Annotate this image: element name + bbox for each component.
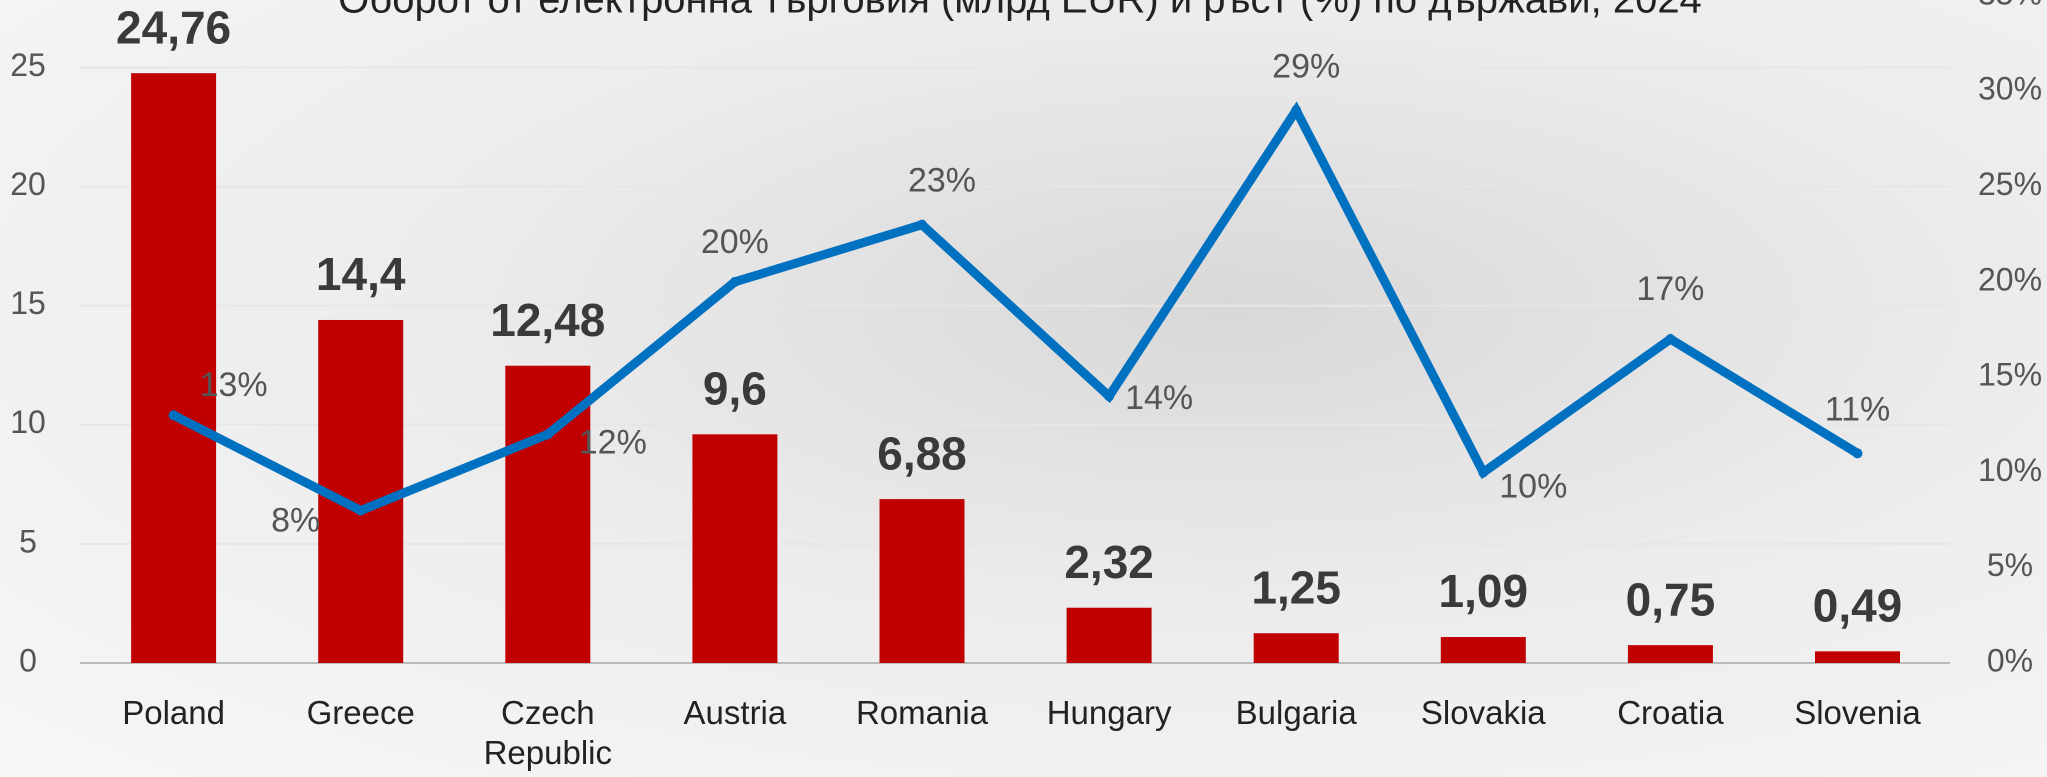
bar-value-label: 6,88	[877, 427, 967, 479]
line-point	[1291, 105, 1301, 115]
line-value-label: 8%	[271, 502, 320, 540]
y2-tick-label: 10%	[1978, 452, 2042, 488]
bar-value-label: 14,4	[316, 248, 406, 300]
y-tick-label: 10	[10, 404, 46, 440]
y-tick-label: 0	[19, 642, 37, 678]
bar-value-label: 1,25	[1251, 561, 1341, 613]
x-tick-label: Bulgaria	[1211, 693, 1381, 733]
line-value-label: 20%	[701, 223, 769, 261]
x-tick-label: Greece	[276, 693, 446, 733]
y2-tick-label: 25%	[1978, 166, 2042, 202]
line-point	[356, 506, 366, 516]
bar-value-label: 0,75	[1626, 573, 1716, 625]
y2-tick-label: 0%	[1987, 642, 2033, 678]
line-point	[730, 277, 740, 287]
y2-tick-label: 35%	[1978, 0, 2042, 11]
line-point	[169, 410, 179, 420]
y2-tick-label: 15%	[1978, 357, 2042, 393]
x-tick-label: Austria	[650, 693, 820, 733]
y-tick-label: 20	[10, 166, 46, 202]
x-tick-label: Romania	[837, 693, 1007, 733]
y-tick-label: 15	[10, 285, 46, 321]
line-value-label: 17%	[1636, 270, 1704, 308]
x-tick-label: Slovenia	[1773, 693, 1943, 733]
bar-value-label: 24,76	[116, 1, 231, 53]
line-value-label: 29%	[1272, 47, 1340, 85]
line-value-label: 13%	[200, 366, 268, 404]
line-value-label: 11%	[1825, 390, 1891, 428]
line-point	[917, 220, 927, 230]
y-tick-label: 25	[10, 47, 46, 83]
line-point	[1478, 467, 1488, 477]
line-point	[543, 429, 553, 439]
bar	[1815, 651, 1900, 663]
bar	[1067, 608, 1152, 663]
line-value-label: 10%	[1499, 467, 1567, 505]
bar-value-label: 1,09	[1439, 565, 1529, 617]
chart-svg: Оборот от електронна търговия (млрд EUR)…	[0, 0, 2047, 777]
line-value-label: 12%	[579, 423, 647, 461]
bar	[1254, 633, 1339, 663]
x-tick-label: Hungary	[1024, 693, 1194, 733]
y2-tick-label: 30%	[1978, 71, 2042, 107]
bar	[880, 499, 965, 663]
bar-value-label: 0,49	[1813, 579, 1903, 631]
chart: Оборот от електронна търговия (млрд EUR)…	[0, 0, 2047, 777]
bar	[692, 434, 777, 663]
bar-value-label: 12,48	[490, 294, 605, 346]
y2-tick-label: 5%	[1987, 547, 2033, 583]
y2-tick-label: 20%	[1978, 261, 2042, 297]
bar	[1628, 645, 1713, 663]
bar	[1441, 637, 1526, 663]
x-tick-label: Slovakia	[1398, 693, 1568, 733]
line-point	[1665, 334, 1675, 344]
line-point	[1853, 448, 1863, 458]
line-value-label: 14%	[1125, 379, 1193, 417]
line	[174, 110, 1858, 510]
y-tick-label: 5	[19, 523, 37, 559]
x-tick-label: Czech Republic	[463, 693, 633, 773]
x-tick-label: Poland	[89, 693, 259, 733]
line-value-label: 23%	[908, 162, 976, 200]
line-point	[1104, 391, 1114, 401]
chart-title: Оборот от електронна търговия (млрд EUR)…	[338, 0, 1702, 22]
x-tick-label: Croatia	[1585, 693, 1755, 733]
bar-value-label: 9,6	[703, 362, 767, 414]
bar-value-label: 2,32	[1064, 536, 1154, 588]
